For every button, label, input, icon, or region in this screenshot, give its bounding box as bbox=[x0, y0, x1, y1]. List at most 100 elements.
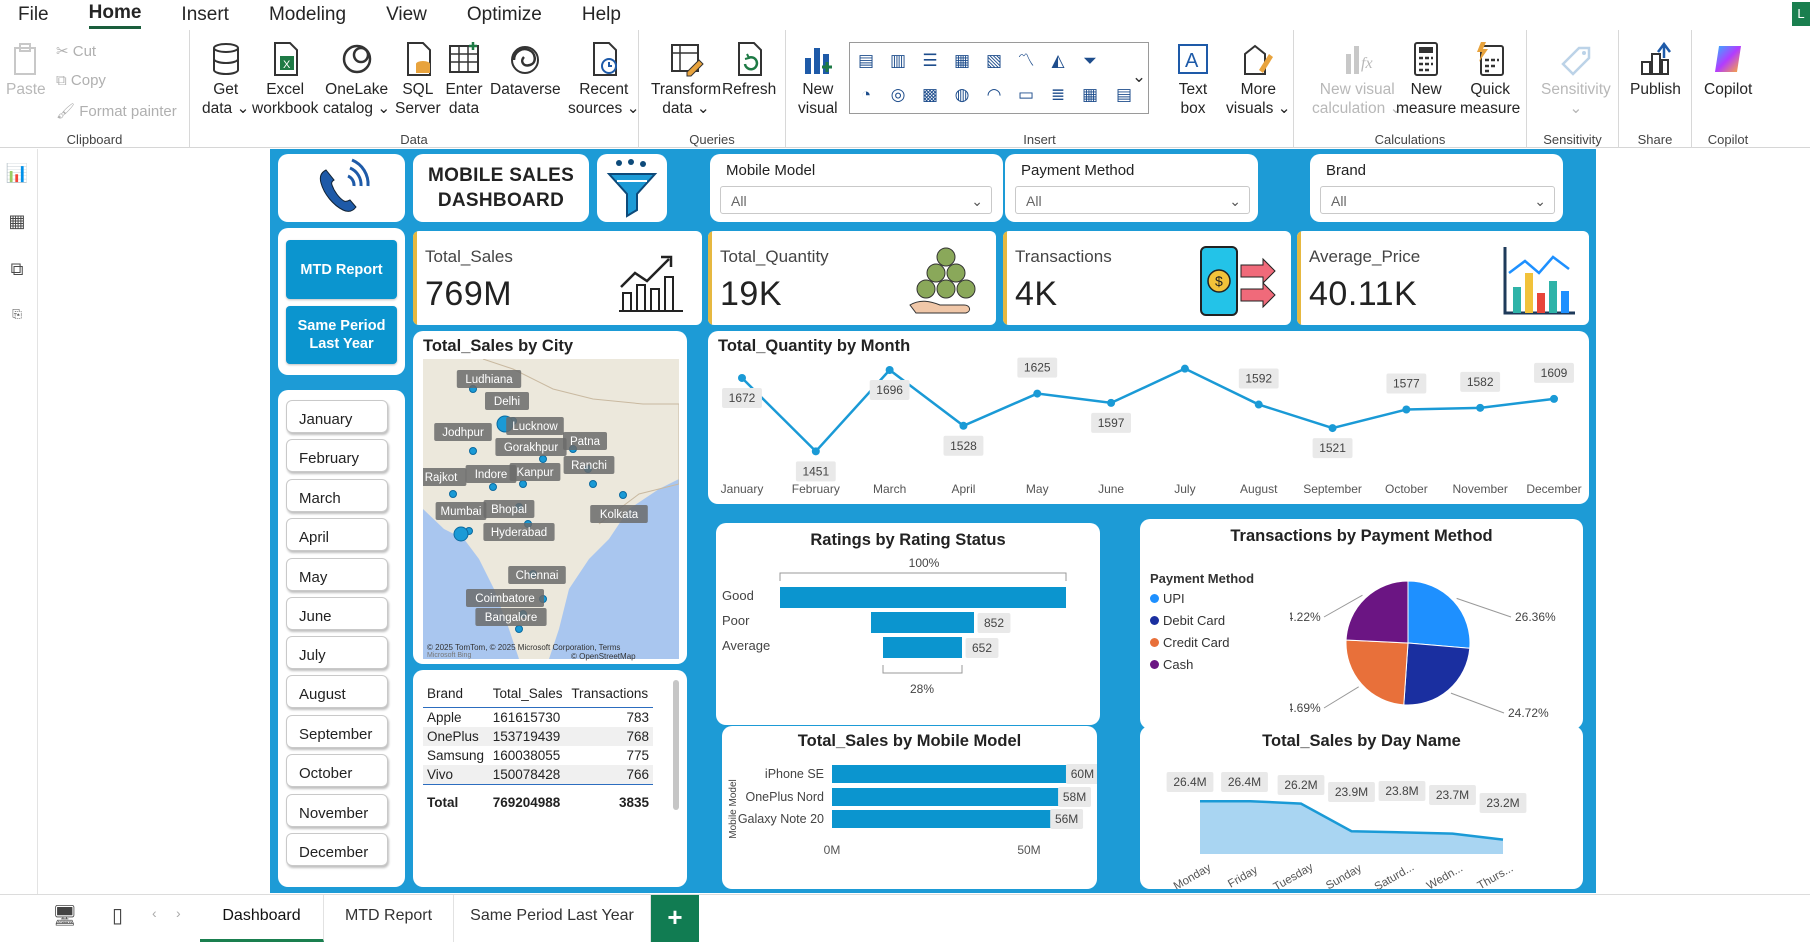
month-point[interactable] bbox=[1107, 398, 1116, 407]
city-marker[interactable] bbox=[469, 447, 477, 455]
tab-dashboard[interactable]: Dashboard bbox=[200, 895, 324, 942]
scroll-right-icon[interactable]: › bbox=[176, 905, 181, 921]
month-point[interactable] bbox=[1033, 389, 1042, 398]
month-april[interactable]: April bbox=[286, 518, 388, 551]
month-point[interactable] bbox=[1476, 403, 1485, 412]
city-marker[interactable] bbox=[449, 490, 457, 498]
more-visuals-button[interactable]: More visuals ⌄ bbox=[1226, 40, 1291, 118]
ratings-chart-plot[interactable]: 100% Good Poor 852 Average 652 28% bbox=[716, 553, 1100, 725]
month-june[interactable]: June bbox=[286, 597, 388, 630]
area-chart-icon[interactable]: ◭ bbox=[1051, 51, 1065, 70]
mobile-model-chart-plot[interactable]: Mobile Model iPhone SE 60M OnePlus Nord 58M G… bbox=[722, 754, 1097, 889]
matrix-visual-icon[interactable]: ▤ bbox=[1115, 85, 1133, 104]
cut-button[interactable]: ✂ Cut bbox=[56, 42, 96, 60]
text-box-button[interactable]: A Text box bbox=[1174, 40, 1212, 118]
pie-legend-item[interactable]: Credit Card bbox=[1150, 635, 1229, 650]
col-brand[interactable]: Brand bbox=[423, 680, 489, 708]
payment-method-dropdown[interactable]: All ⌄ bbox=[1015, 186, 1250, 214]
multirow-card-icon[interactable]: ≣ bbox=[1050, 85, 1066, 104]
city-marker[interactable] bbox=[515, 625, 523, 633]
menu-help[interactable]: Help bbox=[581, 4, 621, 25]
month-point[interactable] bbox=[1550, 394, 1558, 403]
clustered-column-icon[interactable]: ▥ bbox=[889, 51, 907, 70]
mobile-model-bar[interactable] bbox=[832, 765, 1069, 783]
quick-measure-button[interactable]: Quick measure bbox=[1460, 40, 1520, 118]
filter-card[interactable] bbox=[597, 154, 667, 222]
recent-sources-button[interactable]: Recent sources ⌄ bbox=[568, 40, 640, 118]
pie-slice[interactable] bbox=[1407, 580, 1471, 649]
city-marker[interactable] bbox=[519, 480, 527, 488]
enter-data-button[interactable]: Enter data bbox=[445, 40, 483, 118]
month-point[interactable] bbox=[959, 421, 968, 430]
pie-legend-item[interactable]: Debit Card bbox=[1150, 613, 1229, 628]
pie-legend-item[interactable]: Cash bbox=[1150, 657, 1229, 672]
month-point[interactable] bbox=[1328, 424, 1337, 433]
month-point[interactable] bbox=[738, 373, 746, 382]
month-january[interactable]: January bbox=[286, 400, 388, 433]
onelake-catalog-button[interactable]: OneLake catalog ⌄ bbox=[323, 40, 390, 118]
new-measure-button[interactable]: New measure bbox=[1396, 40, 1456, 118]
bar-chart-icon[interactable]: ☰ bbox=[922, 51, 938, 70]
terms-link[interactable]: Terms bbox=[598, 643, 621, 652]
table-view-icon[interactable]: ▦ bbox=[8, 211, 26, 231]
paste-button[interactable]: Paste bbox=[6, 40, 46, 99]
menu-view[interactable]: View bbox=[386, 4, 427, 25]
menu-insert[interactable]: Insert bbox=[181, 4, 229, 25]
card-visual-icon[interactable]: ▭ bbox=[1017, 85, 1035, 104]
month-october[interactable]: October bbox=[286, 754, 388, 787]
month-december[interactable]: December bbox=[286, 833, 388, 866]
pie-slice[interactable] bbox=[1345, 639, 1409, 706]
pie-slice[interactable] bbox=[1345, 580, 1409, 644]
funnel-chart-icon[interactable]: ⏷ bbox=[1083, 51, 1097, 70]
pie-slice[interactable] bbox=[1403, 642, 1471, 706]
mobile-layout-icon[interactable]: ▯ bbox=[112, 905, 124, 927]
get-data-button[interactable]: Get data ⌄ bbox=[202, 40, 249, 118]
treemap-icon[interactable]: ▩ bbox=[921, 85, 939, 104]
donut-chart-icon[interactable]: ◎ bbox=[890, 85, 906, 104]
col-total-sales[interactable]: Total_Sales bbox=[488, 680, 568, 708]
gauge-icon[interactable]: ◠ bbox=[986, 85, 1002, 104]
user-avatar[interactable]: L bbox=[1792, 2, 1810, 26]
publish-button[interactable]: Publish bbox=[1630, 40, 1681, 99]
mobile-model-dropdown[interactable]: All ⌄ bbox=[720, 186, 992, 214]
day-chart-plot[interactable]: 26.4M Monday 26.4M Friday 26.2M Tuesday 23.9M S… bbox=[1140, 754, 1583, 889]
column-chart-icon[interactable]: ▦ bbox=[953, 51, 971, 70]
line-chart-plot[interactable]: 1672 January 1451 February 1696 March 1528 Apri… bbox=[708, 355, 1589, 504]
brand-dropdown[interactable]: All ⌄ bbox=[1320, 186, 1555, 214]
gallery-expand-icon[interactable]: ⌄ bbox=[1131, 67, 1147, 86]
menu-file[interactable]: File bbox=[18, 4, 49, 25]
new-visual-button[interactable]: New visual bbox=[798, 40, 838, 118]
scroll-left-icon[interactable]: ‹ bbox=[152, 905, 157, 921]
month-september[interactable]: September bbox=[286, 715, 388, 748]
transform-data-button[interactable]: Transform data ⌄ bbox=[651, 40, 721, 118]
refresh-button[interactable]: Refresh bbox=[722, 40, 776, 99]
line-chart-icon[interactable]: 〽 bbox=[1017, 51, 1035, 70]
same-period-last-year-button[interactable]: Same Period Last Year bbox=[286, 306, 397, 364]
month-july[interactable]: July bbox=[286, 636, 388, 669]
mobile-model-bar[interactable] bbox=[832, 788, 1061, 806]
month-point[interactable] bbox=[1254, 400, 1263, 409]
city-marker[interactable] bbox=[589, 480, 597, 488]
ratings-bar[interactable] bbox=[780, 587, 1066, 608]
city-marker[interactable] bbox=[619, 491, 627, 499]
report-view-icon[interactable]: 📊 bbox=[5, 163, 29, 183]
add-page-button[interactable]: + bbox=[651, 895, 699, 942]
city-marker[interactable] bbox=[539, 455, 547, 463]
col-transactions[interactable]: Transactions bbox=[567, 680, 653, 708]
tab-same-period-last-year[interactable]: Same Period Last Year bbox=[454, 895, 651, 942]
month-point[interactable] bbox=[885, 365, 894, 374]
table-scrollbar[interactable] bbox=[673, 680, 679, 810]
map-icon[interactable]: ◍ bbox=[954, 85, 970, 104]
desktop-layout-icon[interactable]: 🖥 bbox=[52, 905, 78, 927]
month-may[interactable]: May bbox=[286, 558, 388, 591]
month-point[interactable] bbox=[1402, 405, 1411, 414]
month-point[interactable] bbox=[1180, 364, 1189, 373]
month-february[interactable]: February bbox=[286, 439, 388, 472]
table-visual-icon[interactable]: ▦ bbox=[1081, 85, 1099, 104]
month-november[interactable]: November bbox=[286, 794, 388, 827]
stacked-bar-icon[interactable]: ▤ bbox=[857, 51, 875, 70]
month-march[interactable]: March bbox=[286, 479, 388, 512]
copy-button[interactable]: ⧉ Copy bbox=[56, 72, 106, 89]
pie-chart-plot[interactable]: 26.36% 24.72% 24.69% 24.22% bbox=[1290, 549, 1580, 727]
excel-workbook-button[interactable]: X Excel workbook bbox=[252, 40, 318, 118]
